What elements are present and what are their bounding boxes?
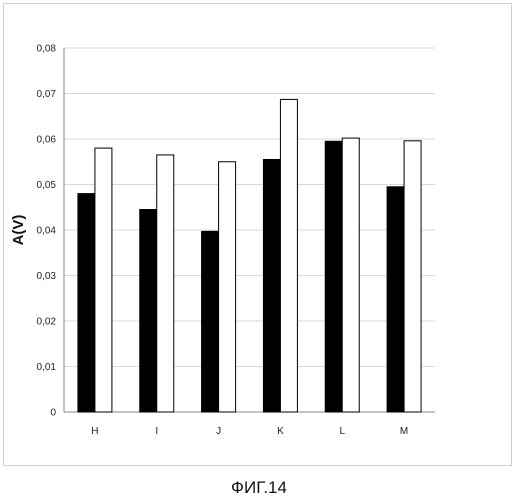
bar-series-2	[219, 162, 236, 412]
x-tick-label: K	[277, 426, 284, 437]
y-axis-label: A(V)	[10, 215, 27, 246]
y-tick-label: 0,03	[37, 271, 57, 282]
x-tick-label: M	[400, 426, 408, 437]
y-tick-label: 0,06	[37, 135, 57, 146]
x-tick-label: H	[91, 426, 98, 437]
bar-series-2	[404, 141, 421, 412]
bar-series-2	[342, 138, 359, 412]
bar-series-1	[387, 187, 404, 412]
y-tick-label: 0	[50, 408, 56, 419]
y-tick-label: 0,07	[37, 89, 57, 100]
bar-series-1	[140, 210, 157, 412]
bar-chart: 0 0,01 0,02 0,03 0,04 0,05 0,06 0,07 0,08 H I J K L M A…	[0, 0, 518, 470]
y-tick-label: 0,08	[37, 44, 57, 55]
bar-series-2	[95, 148, 112, 412]
figure-caption: ФИГ.14	[0, 478, 518, 498]
x-tick-label: L	[339, 426, 345, 437]
bar-series-1	[325, 141, 342, 412]
bar-series-1	[78, 194, 95, 412]
bar-series-2	[157, 155, 174, 412]
bar-series-1	[263, 159, 280, 412]
y-tick-label: 0,04	[37, 226, 57, 237]
bar-series-2	[280, 99, 297, 412]
x-tick-label: I	[155, 426, 158, 437]
x-tick-label: J	[216, 426, 221, 437]
bar-series-1	[202, 231, 219, 412]
y-tick-label: 0,02	[37, 317, 57, 328]
y-tick-label: 0,01	[37, 362, 57, 373]
y-tick-label: 0,05	[37, 180, 57, 191]
